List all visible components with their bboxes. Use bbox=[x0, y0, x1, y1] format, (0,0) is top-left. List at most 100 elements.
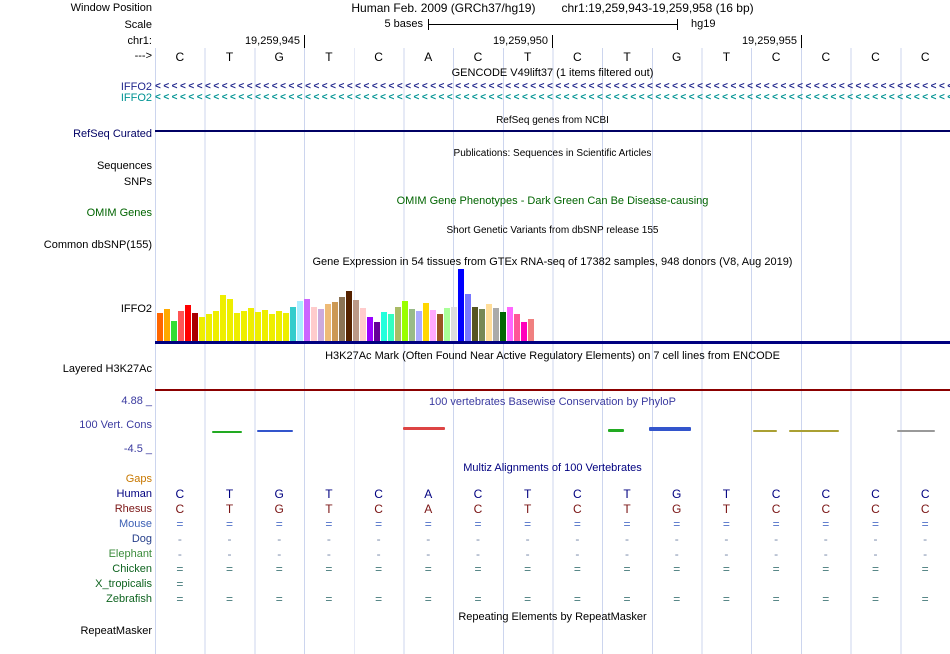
align-cell: - bbox=[823, 547, 828, 561]
align-cell: = bbox=[524, 517, 532, 531]
ruler-tick-mark bbox=[801, 35, 802, 48]
align-cell: - bbox=[575, 532, 580, 546]
track-label-repeatmasker[interactable]: RepeatMasker bbox=[80, 625, 152, 637]
gtex-bar-11 bbox=[227, 299, 233, 341]
gtex-bar-41 bbox=[437, 314, 443, 341]
dbsnp-track-title: Short Genetic Variants from dbSNP releas… bbox=[446, 225, 659, 236]
species-label-x_tropicalis[interactable]: X_tropicalis bbox=[95, 578, 152, 590]
align-cell: = bbox=[573, 562, 581, 576]
align-cell: = bbox=[722, 592, 730, 606]
species-label-gaps[interactable]: Gaps bbox=[125, 473, 152, 485]
gtex-bar-45 bbox=[465, 294, 471, 341]
align-cell: = bbox=[623, 592, 631, 606]
gtex-bar-34 bbox=[388, 314, 394, 341]
gtex-bar-35 bbox=[395, 307, 401, 341]
align-cell: C bbox=[473, 502, 483, 516]
align-cell: C bbox=[374, 487, 383, 501]
track-label-gtex-iffo2[interactable]: IFFO2 bbox=[120, 303, 152, 315]
phylop-mark bbox=[212, 431, 242, 433]
gtex-bar-28 bbox=[346, 291, 352, 341]
track-label-100-vert-cons[interactable]: 100 Vert. Cons bbox=[79, 419, 152, 431]
species-label-dog[interactable]: Dog bbox=[131, 533, 152, 545]
gtex-bar-44 bbox=[458, 269, 464, 341]
track-label-refseq-curated[interactable]: RefSeq Curated bbox=[73, 128, 152, 140]
gtex-baseline bbox=[155, 341, 950, 344]
align-cell: - bbox=[227, 532, 232, 546]
base-16: C bbox=[920, 50, 930, 64]
gtex-bar-47 bbox=[479, 309, 485, 341]
ruler-tick-label: 19,259,950 bbox=[492, 35, 548, 47]
gtex-bar-27 bbox=[339, 297, 345, 341]
align-cell: = bbox=[871, 592, 879, 606]
iffo2-gene-strand-arrows-1[interactable]: <<<<<<<<<<<<<<<<<<<<<<<<<<<<<<<<<<<<<<<<… bbox=[155, 81, 950, 92]
align-cell: G bbox=[274, 487, 284, 501]
align-cell: - bbox=[177, 547, 182, 561]
align-cell: - bbox=[674, 532, 679, 546]
gtex-bar-24 bbox=[318, 309, 324, 341]
base-13: C bbox=[771, 50, 781, 64]
align-cell: - bbox=[525, 547, 530, 561]
window-position-label: Window Position bbox=[70, 2, 152, 14]
align-cell: - bbox=[475, 532, 480, 546]
align-cell: T bbox=[623, 487, 631, 501]
phylop-track-title: 100 vertebrates Basewise Conservation by… bbox=[428, 396, 677, 408]
align-cell: - bbox=[277, 547, 282, 561]
gtex-bar-13 bbox=[241, 311, 247, 341]
align-cell: T bbox=[325, 487, 333, 501]
species-label-chicken[interactable]: Chicken bbox=[112, 563, 152, 575]
align-cell: - bbox=[426, 532, 431, 546]
species-label-elephant[interactable]: Elephant bbox=[108, 548, 152, 560]
gtex-bar-7 bbox=[199, 317, 205, 341]
gtex-bar-38 bbox=[416, 311, 422, 341]
align-cell: C bbox=[473, 487, 483, 501]
species-label-zebrafish[interactable]: Zebrafish bbox=[106, 593, 152, 605]
gtex-bar-4 bbox=[178, 311, 184, 341]
track-label-common-dbsnp[interactable]: Common dbSNP(155) bbox=[43, 239, 152, 251]
align-cell: - bbox=[625, 532, 630, 546]
refseq-track-line[interactable] bbox=[155, 130, 950, 132]
multiz-track-title: Multiz Alignments of 100 Vertebrates bbox=[463, 462, 642, 474]
align-cell: = bbox=[673, 592, 681, 606]
align-cell: = bbox=[673, 562, 681, 576]
track-label-snps[interactable]: SNPs bbox=[123, 176, 152, 188]
assembly-title: Human Feb. 2009 (GRCh37/hg19) bbox=[351, 1, 536, 15]
align-cell: T bbox=[325, 502, 333, 516]
base-6: A bbox=[424, 50, 433, 64]
align-cell: = bbox=[673, 517, 681, 531]
align-cell: = bbox=[822, 592, 830, 606]
position-ruler[interactable]: 19,259,945 19,259,950 19,259,955 bbox=[0, 35, 950, 49]
species-label-mouse[interactable]: Mouse bbox=[118, 518, 152, 530]
ruler-tick-label: 19,259,955 bbox=[741, 35, 797, 47]
species-label-human[interactable]: Human bbox=[116, 488, 152, 500]
gtex-expression-barchart[interactable] bbox=[157, 268, 537, 341]
align-cell: C bbox=[175, 502, 185, 516]
align-cell: = bbox=[275, 562, 283, 576]
align-cell: C bbox=[871, 487, 880, 501]
align-cell: - bbox=[873, 547, 878, 561]
phylop-max-label: 4.88 _ bbox=[121, 395, 152, 407]
align-cell: = bbox=[325, 592, 333, 606]
align-cell: = bbox=[722, 562, 730, 576]
multiz-row-human: Human C T G T C A C T C T G T C C C C bbox=[0, 487, 950, 502]
track-label-sequences[interactable]: Sequences bbox=[96, 160, 152, 172]
multiz-row-gaps: Gaps bbox=[0, 472, 950, 487]
scale-label: Scale bbox=[124, 19, 152, 31]
gene-label-iffo2-2[interactable]: IFFO2 bbox=[120, 92, 152, 104]
species-label-rhesus[interactable]: Rhesus bbox=[114, 503, 152, 515]
align-cell: = bbox=[275, 592, 283, 606]
track-label-omim-genes[interactable]: OMIM Genes bbox=[86, 207, 152, 219]
align-cell: T bbox=[225, 502, 234, 516]
gtex-bar-25 bbox=[325, 304, 331, 341]
align-cell: T bbox=[523, 502, 532, 516]
align-cell: = bbox=[722, 517, 730, 531]
base-9: C bbox=[573, 50, 582, 64]
gtex-bar-22 bbox=[304, 299, 310, 341]
track-label-layered-h3k27ac[interactable]: Layered H3K27Ac bbox=[62, 363, 152, 375]
gene-label-iffo2-1[interactable]: IFFO2 bbox=[120, 81, 152, 93]
base-7: C bbox=[473, 50, 483, 64]
iffo2-gene-strand-arrows-2[interactable]: <<<<<<<<<<<<<<<<<<<<<<<<<<<<<<<<<<<<<<<<… bbox=[155, 92, 950, 103]
gtex-bar-1 bbox=[157, 313, 163, 341]
align-cell: C bbox=[374, 502, 383, 516]
align-cell: = bbox=[921, 517, 929, 531]
